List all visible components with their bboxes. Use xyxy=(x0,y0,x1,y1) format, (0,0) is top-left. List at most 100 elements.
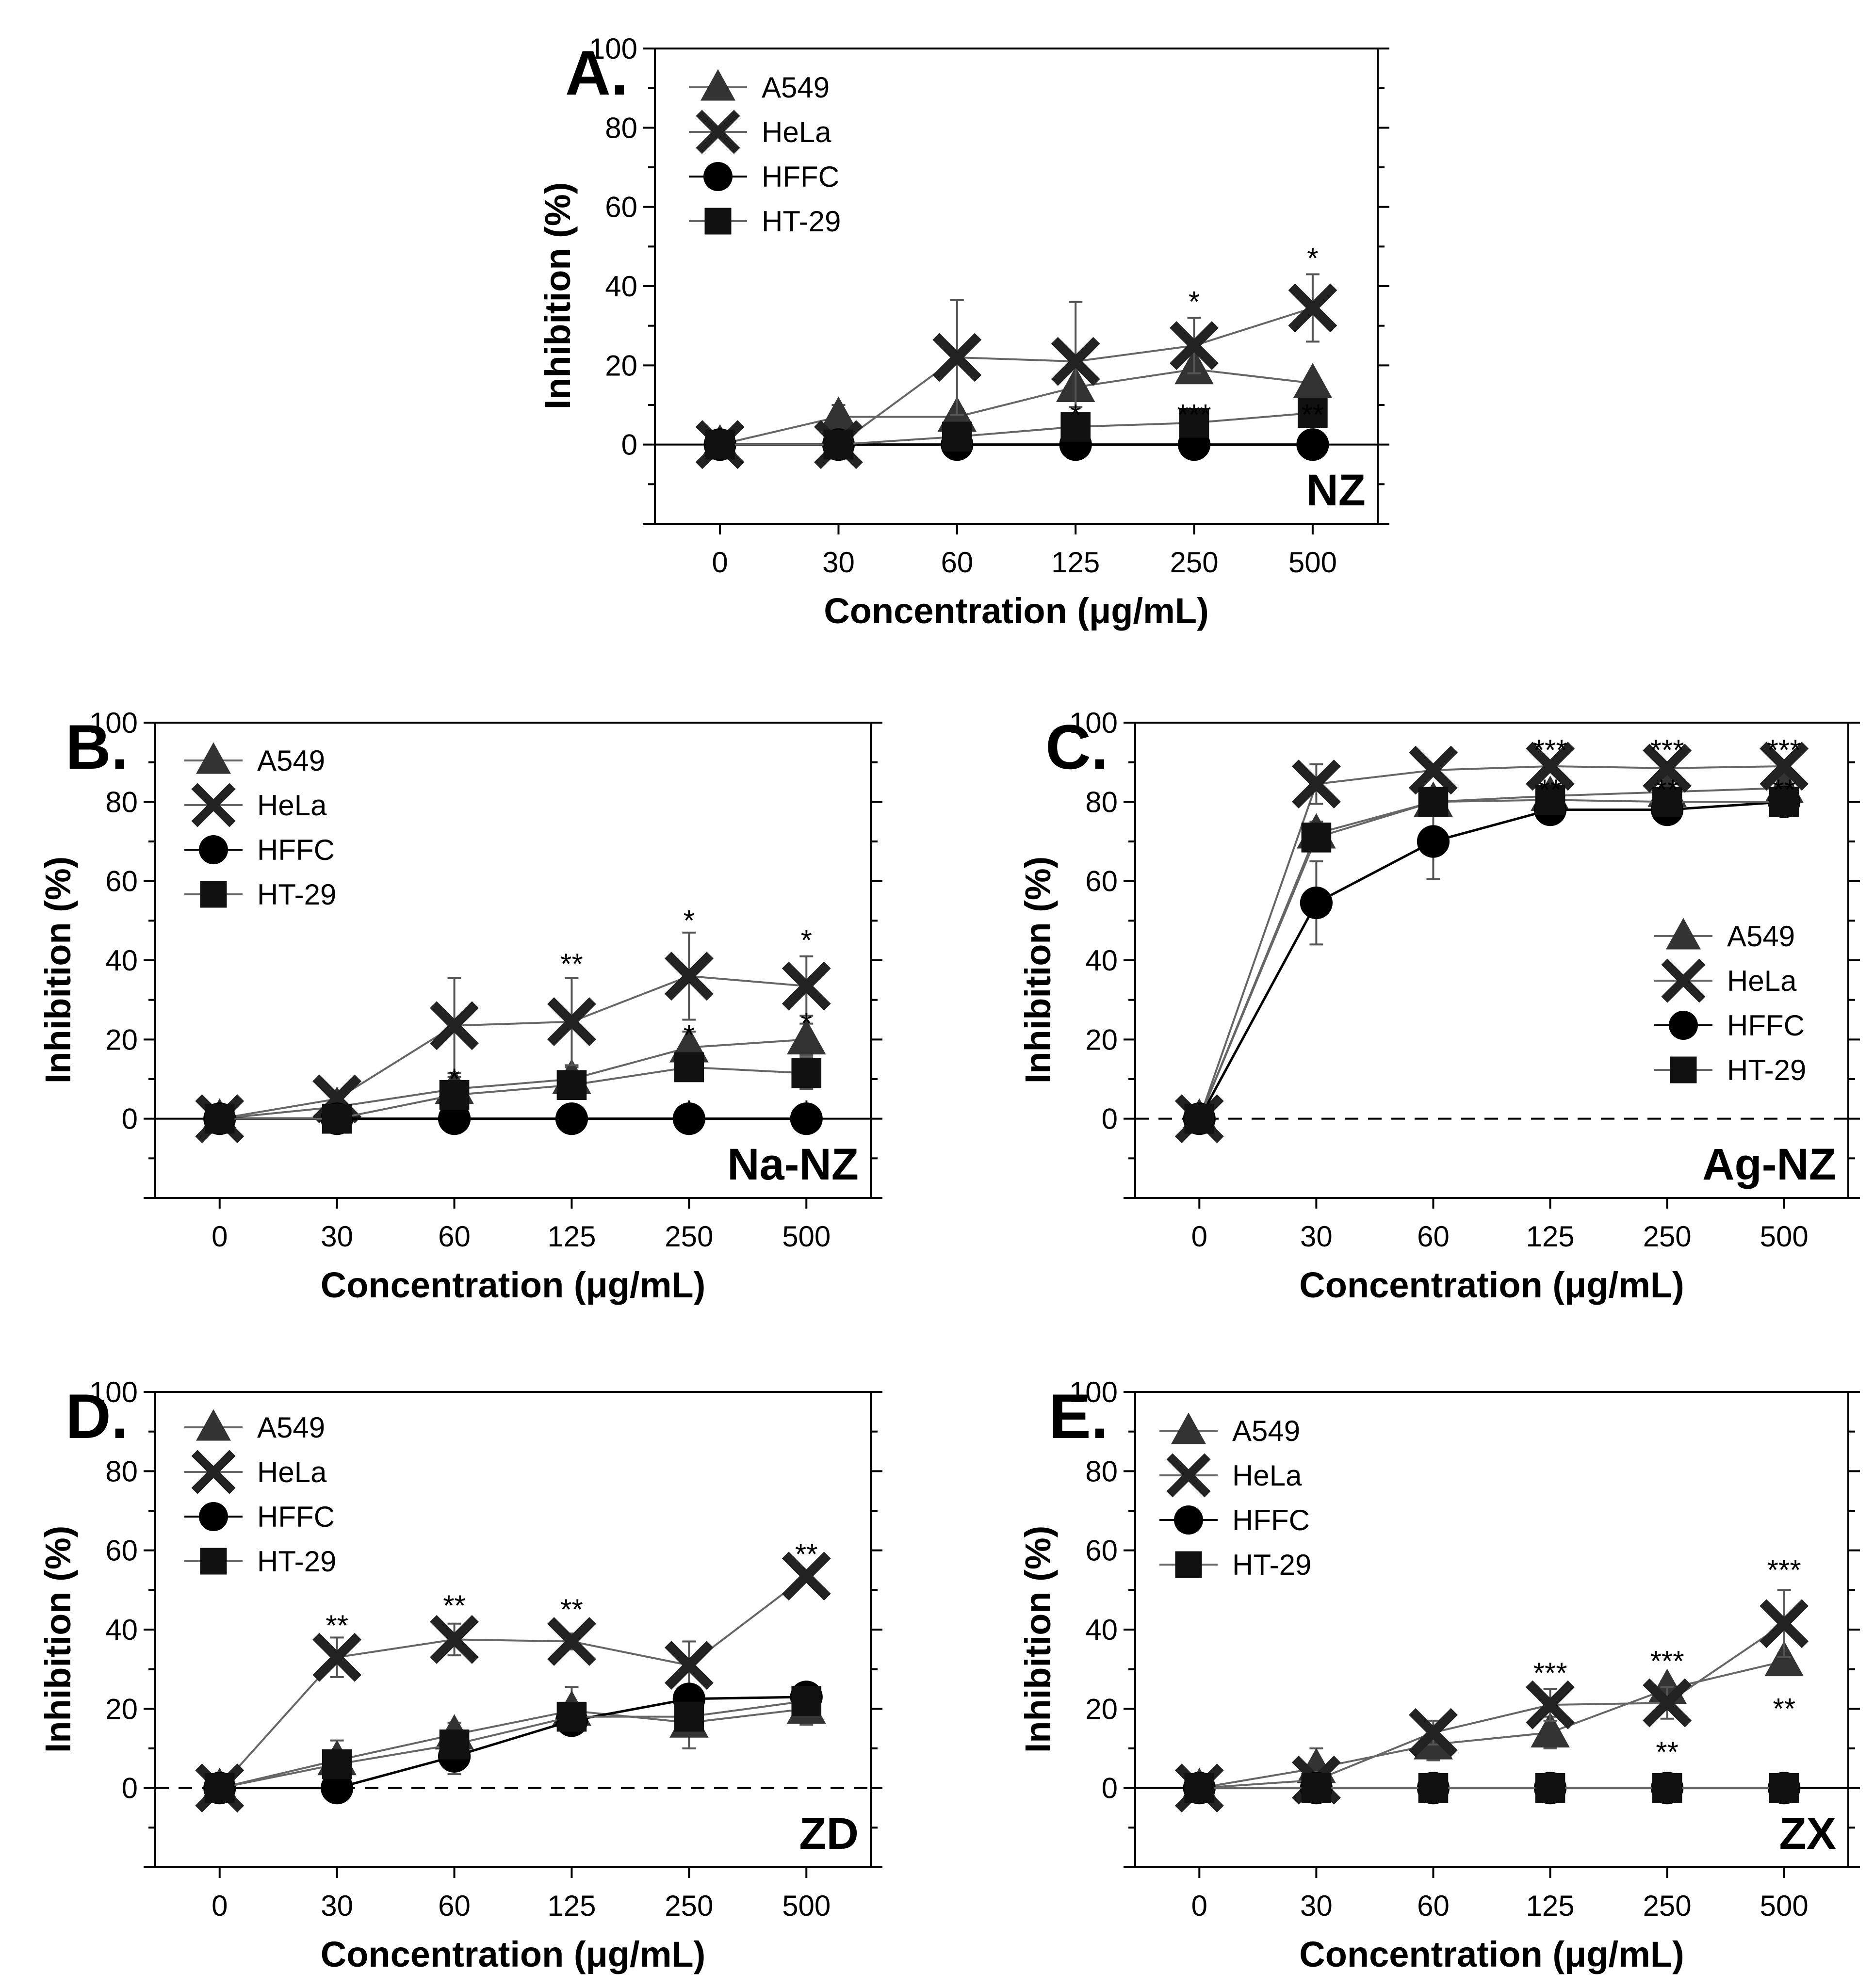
panel-d-ytick-label-60: 60 xyxy=(105,1535,138,1567)
panel-d-legend-item-hela: HeLa xyxy=(184,1450,327,1494)
panel-b-xtick-label-125: 125 xyxy=(547,1220,596,1253)
panel-e-letter: E. xyxy=(1049,1381,1108,1452)
panel-d-legend-item-hffc: HFFC xyxy=(184,1501,335,1533)
panel-d-legend-label-a549: A549 xyxy=(257,1411,325,1444)
panel-b-xtick-label-500: 500 xyxy=(782,1220,831,1253)
panel-d-series-ht-29-point-60 xyxy=(439,1729,470,1760)
panel-c-xtick-label-60: 60 xyxy=(1417,1220,1450,1253)
panel-e-xtick-label-125: 125 xyxy=(1526,1890,1574,1922)
panel-e-series-hela-point-60 xyxy=(1409,1708,1458,1757)
panel-b-series-hffc-point-125 xyxy=(555,1102,588,1135)
panel-b-series-hela-point-125 xyxy=(547,997,596,1046)
panel-e-xtick-label-0: 0 xyxy=(1191,1890,1207,1922)
panel-e-ytick-label-20: 20 xyxy=(1085,1693,1118,1725)
panel-c-series-hela-point-60-stroke-b xyxy=(1409,745,1458,795)
panel-b-significance-4: * xyxy=(684,1019,695,1051)
panel-d-series-a549-line xyxy=(219,1708,807,1789)
panel-d-significance-1: ** xyxy=(443,1589,466,1622)
panel-a-significance-4: ** xyxy=(1302,398,1324,431)
panel-d-series-ht-29-point-125 xyxy=(556,1701,587,1732)
panel-c-xtick-label-500: 500 xyxy=(1760,1220,1809,1253)
panel-d: D. 0 20 40 60 80 100 0 30 60 125 250 500 Concentratio… xyxy=(38,1376,882,1974)
panel-d-series-hela-point-500-stroke-b xyxy=(782,1552,831,1601)
panel-d-series-ht-29-line xyxy=(219,1700,807,1789)
panel-b-legend: A549 HeLa HFFC HT-29 xyxy=(184,742,336,911)
panel-c-legend: A549 HeLa HFFC HT-29 xyxy=(1654,918,1806,1086)
panel-e-xtick-label-60: 60 xyxy=(1417,1890,1450,1922)
panel-a-series-ht-29-point-60 xyxy=(942,421,972,452)
panel-a-legend-item-ht-29: HT-29 xyxy=(689,205,841,238)
panel-b-legend-label-hela: HeLa xyxy=(257,789,327,822)
panel-d-series-ht-29-point-0 xyxy=(204,1773,235,1803)
panel-d-legend-marker-hffc xyxy=(199,1502,228,1531)
panel-c: C. 0 20 40 60 80 100 0 30 60 125 250 500 Concentratio… xyxy=(1018,707,1860,1305)
panel-e-series-hela-point-125-stroke-b xyxy=(1526,1680,1575,1729)
panel-e-legend-marker-ht-29 xyxy=(1175,1551,1202,1578)
panel-a-legend-marker-hela-stroke-b xyxy=(696,110,740,154)
panel-d-ytick-label-80: 80 xyxy=(105,1455,138,1487)
panel-e-ytick-label-40: 40 xyxy=(1085,1614,1118,1646)
panel-c-legend-marker-hela xyxy=(1661,958,1706,1003)
panel-c-series-ht-29-point-125 xyxy=(1535,785,1565,815)
panel-e-legend: A549 HeLa HFFC HT-29 xyxy=(1159,1412,1311,1581)
panel-b-ytick-label-80: 80 xyxy=(105,786,138,818)
panel-b-series-hffc-point-60 xyxy=(438,1102,471,1135)
panel-a-series-hela-point-125 xyxy=(1051,337,1100,386)
panel-b-ytick-label-20: 20 xyxy=(105,1023,138,1056)
panel-e-series-ht-29-point-60 xyxy=(1418,1773,1449,1803)
panel-d-ytick-label-100: 100 xyxy=(89,1376,138,1408)
panel-e-series-hela-point-250-stroke-b xyxy=(1643,1678,1692,1728)
panel-c-xtick-label-0: 0 xyxy=(1191,1220,1207,1253)
panel-e-legend-marker-hela-stroke-b xyxy=(1166,1453,1211,1498)
panel-d-legend-label-ht-29: HT-29 xyxy=(257,1545,336,1578)
panel-c-significance-1: *** xyxy=(1650,734,1684,766)
panel-a-xtick-label-0: 0 xyxy=(712,546,728,579)
panel-e-xtick-label-30: 30 xyxy=(1300,1890,1333,1922)
panel-d-series-ht-29-point-30 xyxy=(322,1749,352,1779)
panel-e-series-ht-29-point-30 xyxy=(1301,1773,1332,1803)
panel-d-series-ht-29 xyxy=(204,1686,822,1803)
panel-c-series-hffc-line xyxy=(1198,800,1784,1119)
panel-d-xtick-label-0: 0 xyxy=(212,1890,228,1922)
panel-e-legend-marker-a549 xyxy=(1171,1412,1206,1444)
panel-b-ylabel: Inhibition (%) xyxy=(38,857,78,1084)
panel-b-series-hela-point-250-stroke-b xyxy=(664,952,714,1001)
panel-b-series-ht-29-point-60 xyxy=(439,1080,470,1110)
panel-a-ytick-label-20: 20 xyxy=(605,349,637,382)
panel-c-legend-item-hela: HeLa xyxy=(1654,958,1797,1003)
panel-a-ytick-label-60: 60 xyxy=(605,191,637,224)
panel-d-letter: D. xyxy=(65,1381,129,1452)
panel-c-ytick-label-0: 0 xyxy=(1102,1103,1118,1135)
panel-c-significance-0: *** xyxy=(1533,734,1567,766)
panel-c-legend-label-a549: A549 xyxy=(1727,920,1795,953)
panel-c-significance-3: ** xyxy=(1539,774,1562,806)
panel-b-xtick-label-250: 250 xyxy=(665,1220,713,1253)
panel-c-legend-item-ht-29: HT-29 xyxy=(1654,1054,1806,1086)
panel-c-series-ht-29-line xyxy=(1198,799,1784,1119)
panel-e-series-ht-29-point-0 xyxy=(1184,1773,1215,1803)
panel-e-ylabel: Inhibition (%) xyxy=(1018,1526,1058,1753)
panel-b-significance-0: ** xyxy=(560,948,583,980)
panel-a-legend-label-hela: HeLa xyxy=(762,116,831,148)
panel-b-series-ht-29-point-500 xyxy=(791,1058,822,1088)
panel-a-xtick-label-250: 250 xyxy=(1170,546,1218,579)
panel-a-series-ht-29-line xyxy=(720,412,1313,446)
panel-d-series-hela-point-250 xyxy=(664,1641,714,1690)
panel-a-xtick-label-500: 500 xyxy=(1288,546,1337,579)
panel-a-series-hela-point-125-stroke-b xyxy=(1051,337,1100,386)
panel-b-significance-1: * xyxy=(684,904,695,937)
panel-d-xtick-label-500: 500 xyxy=(782,1890,831,1922)
panel-e-legend-label-hela: HeLa xyxy=(1232,1459,1302,1492)
panel-b-series-hela-line xyxy=(219,975,807,1120)
panel-b-legend-item-hffc: HFFC xyxy=(184,834,335,866)
panel-a-letter: A. xyxy=(565,37,628,108)
panel-c-letter: C. xyxy=(1045,711,1108,782)
panel-e-ytick-label-100: 100 xyxy=(1069,1376,1118,1408)
panel-c-legend-marker-ht-29 xyxy=(1670,1056,1697,1083)
panel-a-ytick-label-100: 100 xyxy=(589,32,637,65)
panel-c-series-hela-point-125-stroke-b xyxy=(1526,742,1575,791)
panel-c-significance-2: *** xyxy=(1767,734,1801,766)
panel-a-series-ht-29-point-0 xyxy=(705,429,735,460)
panel-a-series-hela-point-500 xyxy=(1288,283,1337,333)
